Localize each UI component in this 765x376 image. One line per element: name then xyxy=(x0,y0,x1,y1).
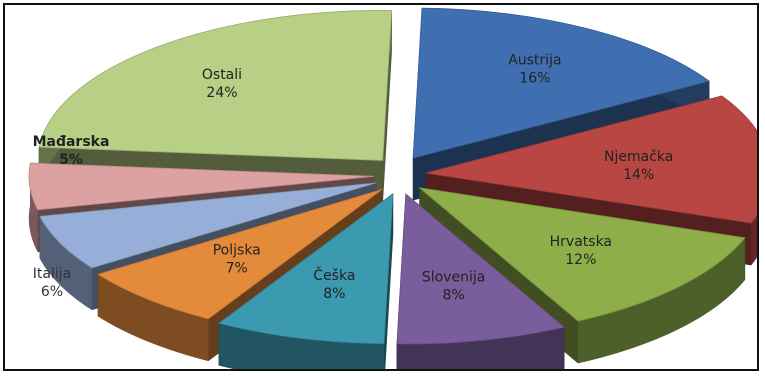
slice-mađarska xyxy=(28,162,375,211)
slice-label-italija: Italija xyxy=(33,266,71,282)
slice-label-češka: Češka xyxy=(313,266,355,284)
slice-value-češka: 8% xyxy=(323,286,345,302)
slice-value-slovenija: 8% xyxy=(443,288,465,304)
slice-italija xyxy=(39,182,377,269)
slice-label-hrvatska: Hrvatska xyxy=(550,234,612,250)
slice-slovenija xyxy=(396,193,566,345)
slice-value-mađarska: 5% xyxy=(59,152,83,168)
slice-njemačka xyxy=(425,95,757,224)
slice-poljska xyxy=(97,188,383,320)
slice-labels: Austrija 16% Njemačka 14% Hrvatska 12% Sloveni… xyxy=(33,52,674,303)
slice-value-ostali: 24% xyxy=(206,85,237,101)
slice-hrvatska xyxy=(418,187,746,322)
slice-label-njemačka: Njemačka xyxy=(604,149,673,165)
slice-label-austrija: Austrija xyxy=(508,52,561,68)
slice-value-italija: 6% xyxy=(41,284,63,300)
slice-label-slovenija: Slovenija xyxy=(422,270,485,286)
slice-tops xyxy=(28,7,757,345)
chart-frame: Austrija 16% Njemačka 14% Hrvatska 12% Sloveni… xyxy=(3,3,759,371)
pie-chart: Austrija 16% Njemačka 14% Hrvatska 12% Sloveni… xyxy=(28,7,757,369)
slice-austrija xyxy=(412,7,710,159)
slice-value-austrija: 16% xyxy=(519,70,550,86)
slice-label-poljska: Poljska xyxy=(213,242,261,258)
slice-češka xyxy=(218,192,394,345)
slice-value-hrvatska: 12% xyxy=(565,252,596,268)
slice-ostali xyxy=(38,10,393,161)
slice-value-poljska: 7% xyxy=(226,260,248,276)
slice-value-njemačka: 14% xyxy=(623,167,654,183)
slice-label-mađarska: Mađarska xyxy=(33,134,110,150)
slice-label-ostali: Ostali xyxy=(202,67,242,83)
